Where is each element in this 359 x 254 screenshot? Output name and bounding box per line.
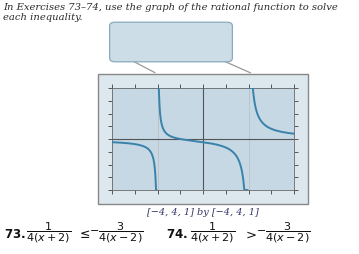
Text: each inequality.: each inequality. xyxy=(3,13,83,22)
Text: $\dfrac{1}{4(x+2)}$: $\dfrac{1}{4(x+2)}$ xyxy=(26,221,71,245)
Text: In Exercises 73–74, use the graph of the rational function to solve: In Exercises 73–74, use the graph of the… xyxy=(3,3,338,12)
Text: $\mathbf{74.}$: $\mathbf{74.}$ xyxy=(166,229,188,242)
Text: $-\dfrac{3}{4(x-2)}$: $-\dfrac{3}{4(x-2)}$ xyxy=(256,221,311,245)
Text: $\dfrac{1}{4(x+2)}$: $\dfrac{1}{4(x+2)}$ xyxy=(190,221,235,245)
Text: $-\dfrac{3}{4(x-2)}$: $-\dfrac{3}{4(x-2)}$ xyxy=(89,221,143,245)
Text: [−4, 4, 1] by [−4, 4, 1]: [−4, 4, 1] by [−4, 4, 1] xyxy=(147,208,259,217)
Text: $f(x) = \dfrac{x+1}{x^2-4}$: $f(x) = \dfrac{x+1}{x^2-4}$ xyxy=(138,29,204,55)
Text: $\mathbf{73.}$: $\mathbf{73.}$ xyxy=(4,229,26,242)
Text: $\leq$: $\leq$ xyxy=(77,229,90,242)
Text: $>$: $>$ xyxy=(243,229,257,242)
